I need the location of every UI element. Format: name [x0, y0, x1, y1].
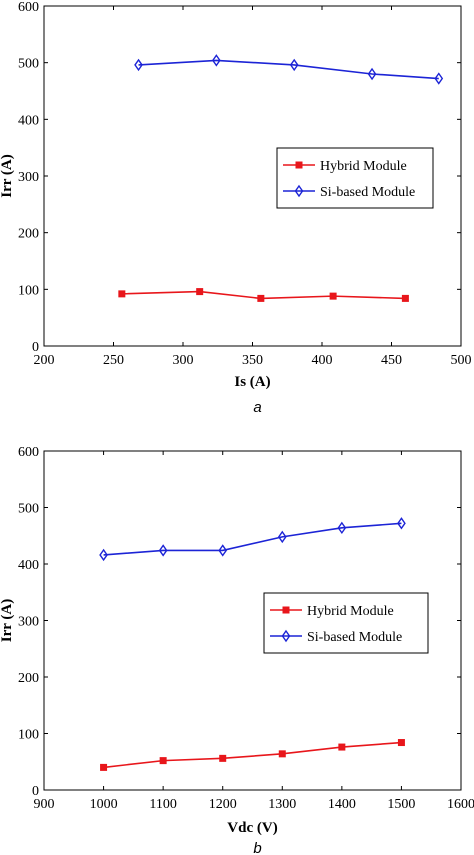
- y-tick-label: 300: [18, 615, 39, 630]
- x-tick-label: 250: [103, 353, 124, 368]
- chart-b: 900 1000 1100 1200 1300 1400 1500 1600 0 100 200 30…: [0, 445, 474, 855]
- series-si-based-module: [99, 517, 406, 562]
- data-point-square: [219, 754, 227, 762]
- y-tick-label: 200: [18, 227, 39, 242]
- y-tick-label: 600: [18, 445, 39, 460]
- data-point-diamond: [212, 54, 221, 67]
- legend: Hybrid Module Si-based Module: [276, 147, 434, 209]
- series-line: [103, 741, 402, 769]
- y-tick-label: 0: [32, 784, 39, 799]
- x-tick-label: 1500: [387, 797, 415, 812]
- x-axis-label: Vdc (V): [227, 820, 277, 836]
- series-hybrid-module: [118, 288, 409, 302]
- data-point-square: [100, 763, 108, 771]
- legend-entry-label: Si-based Module: [320, 185, 415, 200]
- x-tick-label: 350: [242, 353, 263, 368]
- data-point-square: [338, 743, 346, 751]
- series-hybrid-module: [100, 739, 405, 771]
- series-line: [103, 522, 402, 556]
- data-point-diamond: [367, 67, 377, 81]
- legend-box: [276, 147, 434, 209]
- data-point-diamond: [434, 72, 444, 85]
- x-tick-label: 1100: [149, 797, 176, 812]
- chart-a: 200 250 300 350 400 450 500 0 100 200 300 400 500 600…: [0, 0, 472, 416]
- data-point-square: [118, 290, 126, 298]
- legend: Hybrid Module Si-based Module: [263, 592, 429, 654]
- data-point-diamond: [99, 548, 108, 562]
- y-axis-label: Irr (A): [0, 154, 15, 197]
- legend-marker-square: [295, 161, 303, 169]
- y-tick-label: 600: [18, 0, 39, 15]
- x-tick-label: 500: [451, 353, 472, 368]
- legend-entry-label: Hybrid Module: [307, 604, 394, 619]
- y-tick-label: 400: [18, 558, 39, 573]
- y-tick-label: 100: [18, 728, 39, 743]
- data-point-diamond: [218, 544, 228, 557]
- legend-marker-diamond: [294, 184, 304, 198]
- y-tick-label: 300: [18, 170, 39, 185]
- x-tick-label: 1400: [328, 797, 356, 812]
- x-tick-label: 450: [381, 353, 402, 368]
- y-tick-label: 0: [32, 340, 39, 355]
- x-tick-label: 1600: [447, 797, 474, 812]
- x-tick-label: 300: [173, 353, 194, 368]
- data-point-square: [159, 757, 167, 765]
- y-tick-label: 500: [18, 57, 39, 72]
- x-tick-label: 400: [312, 353, 333, 368]
- x-tick-label: 900: [34, 797, 55, 812]
- y-axis-label: Irr (A): [0, 599, 15, 642]
- legend-entry-label: Si-based Module: [307, 630, 402, 645]
- legend-marker-square: [282, 606, 290, 614]
- legend-entry-label: Hybrid Module: [320, 159, 407, 174]
- y-tick-label: 400: [18, 113, 39, 128]
- y-tick-label: 200: [18, 671, 39, 686]
- data-point-diamond: [277, 530, 287, 544]
- x-axis-label: Is (A): [234, 374, 270, 390]
- data-point-square: [196, 288, 204, 296]
- data-point-square: [397, 739, 405, 747]
- x-tick-label: 1300: [268, 797, 296, 812]
- data-point-diamond: [397, 517, 406, 530]
- data-point-diamond: [158, 544, 168, 557]
- series-line: [138, 59, 439, 80]
- y-tick-label: 100: [18, 283, 39, 298]
- data-point-square: [257, 294, 265, 302]
- figure-caption: a: [253, 399, 261, 416]
- legend-box: [263, 592, 429, 654]
- data-point-diamond: [337, 521, 347, 535]
- y-tick-label: 500: [18, 502, 39, 517]
- x-tick-label: 200: [34, 353, 55, 368]
- series-si-based-module: [134, 54, 444, 85]
- data-point-diamond: [289, 58, 299, 72]
- figure-caption: b: [253, 840, 261, 855]
- data-point-diamond: [134, 58, 143, 72]
- data-point-square: [278, 750, 286, 758]
- data-point-square: [329, 292, 337, 300]
- x-tick-label: 1000: [90, 797, 118, 812]
- legend-marker-diamond: [281, 629, 291, 643]
- x-tick-label: 1200: [209, 797, 237, 812]
- data-point-square: [401, 294, 409, 302]
